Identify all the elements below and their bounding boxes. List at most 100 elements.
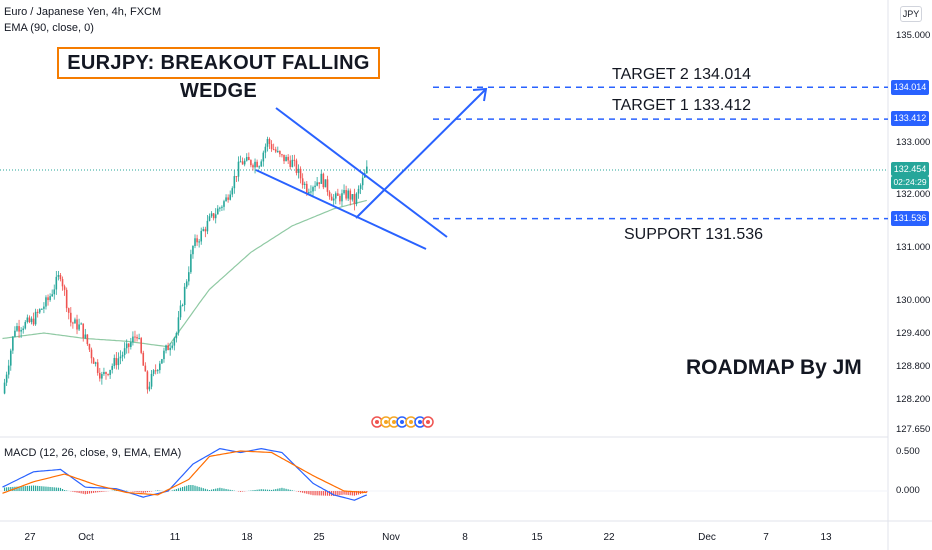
candle-body [345, 190, 347, 199]
x-tick: 25 [313, 532, 325, 543]
x-tick: 7 [763, 532, 769, 543]
candle-body [349, 190, 352, 200]
y-tick: 127.650 [896, 424, 931, 435]
candle-body [111, 365, 114, 370]
candle-body [113, 357, 116, 366]
y-tick: 131.000 [896, 242, 931, 253]
candle-body [22, 328, 24, 331]
candle-body [5, 374, 8, 383]
candle-body [359, 185, 362, 189]
candle-body [357, 188, 360, 194]
candle-body [339, 195, 341, 202]
candle-body [72, 322, 74, 324]
candle-body [239, 161, 242, 163]
candle-body [115, 357, 118, 366]
candle-body [101, 374, 103, 379]
candle-body [283, 154, 285, 162]
ema-legend: EMA (90, close, 0) [4, 22, 94, 34]
candle-body [314, 185, 316, 188]
candle-body [252, 165, 254, 168]
candle-body [270, 144, 273, 150]
candle-body [188, 272, 190, 282]
candle-body [212, 213, 215, 219]
candle-body [103, 372, 105, 375]
candle-body [301, 178, 304, 185]
currency-button[interactable]: JPY [900, 6, 922, 22]
arrow-head [472, 87, 488, 102]
candle-body [55, 276, 58, 290]
candle-body [30, 318, 33, 323]
candle-body [76, 319, 78, 330]
candle-body [235, 176, 238, 178]
candle-body [132, 336, 134, 343]
candle-body [341, 193, 343, 202]
candle-body [107, 373, 109, 375]
candle-body [312, 187, 314, 192]
candle-body [88, 344, 91, 350]
candle-body [361, 177, 364, 186]
candle-body [332, 198, 335, 201]
macd-line [2, 447, 368, 501]
candle-body [231, 188, 234, 195]
macd-y-tick: 0.000 [896, 485, 920, 496]
y-tick: 135.000 [896, 30, 931, 41]
candle-body [169, 347, 171, 351]
candle-body [310, 191, 312, 193]
candle-body [127, 343, 130, 347]
candle-body [337, 193, 339, 196]
candle-body [24, 321, 27, 329]
candle-body [96, 362, 99, 373]
candle-body [43, 306, 45, 309]
macd-pane [0, 447, 888, 501]
candle-body [167, 345, 169, 351]
candle-body [308, 191, 310, 194]
candle-body [316, 182, 318, 186]
candle-body [318, 182, 321, 184]
candle-body [334, 193, 337, 199]
candle-body [53, 289, 56, 295]
candle-body [293, 159, 296, 161]
x-tick: 15 [531, 532, 543, 543]
event-icon-dot [375, 420, 379, 424]
ema-line [2, 199, 367, 348]
candle-body [49, 296, 51, 301]
candle-body [328, 191, 331, 197]
candle-body [156, 370, 159, 372]
candle-body [84, 334, 87, 339]
macd-legend: MACD (12, 26, close, 9, EMA, EMA) [4, 447, 182, 459]
candle-body [82, 323, 85, 339]
candle-body [161, 359, 163, 364]
candle-body [192, 246, 194, 255]
current-price-tag: 132.454 [891, 162, 929, 176]
candle-body [221, 206, 223, 208]
event-icon-dot [400, 420, 404, 424]
candle-body [51, 294, 53, 297]
candle-body [159, 363, 161, 371]
candle-body [295, 160, 298, 173]
candle-body [281, 154, 283, 156]
candle-body [260, 161, 263, 167]
candle-body [204, 229, 207, 232]
symbol-legend: Euro / Japanese Yen, 4h, FXCM [4, 6, 162, 18]
candle-body [258, 166, 260, 168]
candle-body [67, 308, 70, 313]
y-tick: 129.400 [896, 328, 931, 339]
candle-body [353, 194, 356, 205]
candle-body [299, 168, 302, 179]
candle-body [163, 350, 165, 360]
candle-body [109, 369, 111, 375]
candle-body [322, 173, 325, 188]
target2-label: TARGET 2 134.014 [612, 66, 752, 83]
candle-body [202, 229, 205, 231]
target1-price-tag: 133.412 [891, 111, 929, 126]
candle-body [146, 371, 149, 390]
candle-body [148, 386, 151, 390]
event-icon-dot [409, 420, 413, 424]
candle-body [254, 161, 256, 168]
support-label: SUPPORT 131.536 [624, 226, 764, 243]
candle-body [36, 311, 39, 313]
candle-body [181, 305, 184, 307]
target1-label: TARGET 1 133.412 [612, 97, 752, 114]
candle-body [200, 230, 203, 242]
